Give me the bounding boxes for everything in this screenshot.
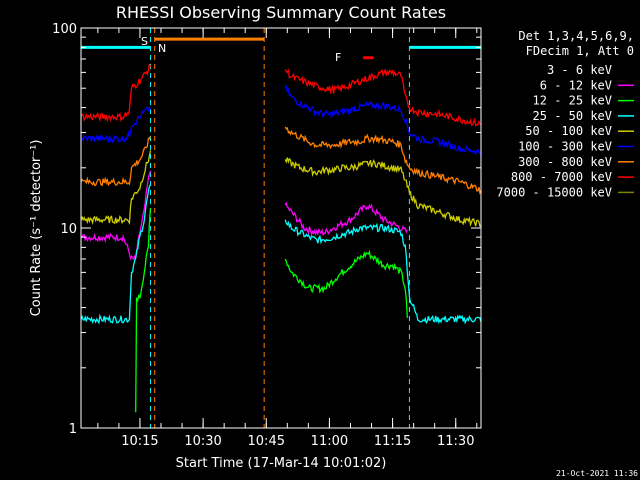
chart-title: RHESSI Observing Summary Count Rates — [116, 3, 446, 22]
plot-frame-layer — [80, 27, 482, 429]
legend-label-4: 50 - 100 keV — [525, 124, 612, 138]
legend-header-line-1: Det 1,3,4,5,6,9, — [518, 29, 634, 43]
legend-label-1: 6 - 12 keV — [540, 78, 612, 92]
x-tick-label-5: 11:30 — [437, 434, 474, 449]
series-trace-1 — [80, 170, 408, 261]
legend-label-5: 100 - 300 keV — [518, 140, 612, 154]
series-trace-4 — [80, 150, 482, 228]
legend-label-7: 800 - 7000 keV — [511, 170, 612, 184]
x-tick-label-0: 10:15 — [121, 434, 158, 449]
y-tick-label-1: 10 — [60, 222, 77, 237]
x-tick-label-2: 10:45 — [248, 434, 285, 449]
generation-timestamp: 21-Oct-2021 11:36 — [556, 469, 638, 478]
y-tick-label-0: 1 — [69, 422, 77, 437]
series-trace-6 — [80, 126, 482, 195]
night-label: N — [158, 42, 166, 55]
legend-header-line-2: FDecim 1, Att 0 — [526, 44, 634, 58]
x-tick-label-1: 10:30 — [184, 434, 221, 449]
series-trace-2 — [135, 208, 408, 413]
legend-label-2: 12 - 25 keV — [533, 94, 612, 108]
series-trace-3 — [80, 184, 482, 325]
x-tick-label-4: 11:15 — [374, 434, 411, 449]
legend-label-0: 3 - 6 keV — [547, 63, 612, 77]
saa-label: S — [141, 35, 148, 48]
plot-data-layer — [80, 28, 482, 428]
x-tick-label-3: 11:00 — [311, 434, 348, 449]
flare-label: F — [335, 51, 341, 64]
y-tick-label-2: 100 — [52, 22, 77, 37]
legend-label-8: 7000 - 15000 keV — [496, 185, 612, 199]
series-trace-0 — [284, 192, 408, 241]
y-axis-label: Count Rate (s⁻¹ detector⁻¹) — [29, 140, 44, 317]
legend-label-6: 300 - 800 keV — [518, 155, 612, 169]
x-axis-label: Start Time (17-Mar-14 10:01:02) — [176, 456, 387, 471]
plot-text-layer: RHESSI Observing Summary Count Rates Sta… — [29, 3, 638, 478]
legend-label-3: 25 - 50 keV — [533, 109, 612, 123]
series-trace-7 — [80, 63, 482, 127]
series-trace-5 — [80, 84, 482, 156]
